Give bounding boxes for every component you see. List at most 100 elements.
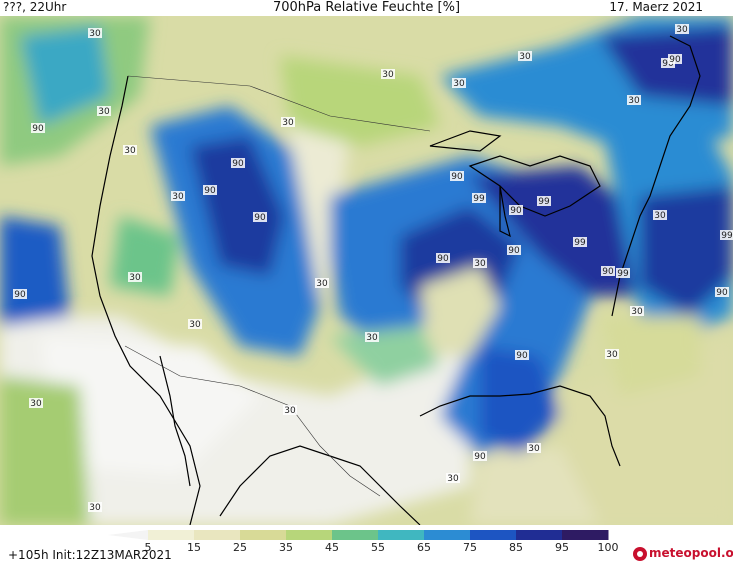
contour-label-background (605, 349, 619, 359)
contour-value-label: 30 (628, 96, 640, 106)
contour-label-background (281, 117, 295, 127)
colorbar-tick-label: 55 (371, 541, 385, 554)
colorbar-swatch (332, 530, 379, 540)
brand-name: meteopool.org (649, 546, 733, 560)
contour-value-label: 99 (721, 231, 733, 241)
contour-value-label: 30 (124, 146, 136, 156)
contour-label-background (472, 193, 486, 203)
colorbar-tick-label: 45 (325, 541, 339, 554)
colorbar-tick-label: 75 (463, 541, 477, 554)
contour-value-label: 30 (528, 444, 540, 454)
humidity-map-canvas: 3090303030909090309030303030303030909990… (0, 16, 733, 525)
contour-value-label: 90 (451, 172, 463, 182)
contour-value-label: 90 (602, 267, 614, 277)
contour-label-background (253, 212, 267, 222)
header-bar: ???, 22Uhr 700hPa Relative Feuchte [%] 1… (0, 0, 733, 16)
contour-label-background (88, 502, 102, 512)
contour-label-background (720, 230, 733, 240)
colorbar-low-arrow (108, 530, 148, 540)
contour-label-background (515, 350, 529, 360)
contour-value-label: 30 (447, 474, 459, 484)
colorbar-tick-label: 15 (187, 541, 201, 554)
contour-value-label: 90 (716, 288, 728, 298)
colorbar-tick-label: 95 (555, 541, 569, 554)
contour-label-background (97, 106, 111, 116)
contour-label-background (365, 332, 379, 342)
humidity-field (0, 16, 733, 525)
contour-label-background (473, 258, 487, 268)
contour-value-label: 30 (316, 279, 328, 289)
contour-value-label: 30 (631, 307, 643, 317)
contour-value-label: 30 (129, 273, 141, 283)
colorbar-tick-label: 65 (417, 541, 431, 554)
footer-bar: 5 15 25 35 45 55 65 75 85 95 100 +105h Init:12Z13M… (0, 525, 733, 566)
contour-label-background (715, 287, 729, 297)
contour-label-background (188, 319, 202, 329)
colorbar (108, 530, 609, 540)
colorbar-swatch (424, 530, 471, 540)
contour-label-background (446, 473, 460, 483)
colorbar-swatch (562, 530, 609, 540)
map-title: 700hPa Relative Feuchte [%] (272, 0, 461, 15)
colorbar-tick-label: 5 (144, 541, 152, 554)
colorbar-swatch (194, 530, 241, 540)
colorbar-swatch (378, 530, 425, 540)
contour-value-label: 30 (89, 503, 101, 513)
contour-value-label: 90 (254, 213, 266, 223)
init-time-label: +105h Init:12Z13MAR2021 (8, 548, 172, 562)
colorbar-swatch (148, 530, 195, 540)
contour-value-label: 30 (474, 259, 486, 269)
contour-value-label: 90 (508, 246, 520, 256)
contour-label-background (450, 171, 464, 181)
contour-label-background (601, 266, 615, 276)
contour-value-label: 90 (474, 452, 486, 462)
contour-label-background (473, 451, 487, 461)
contour-label-background (630, 306, 644, 316)
colorbar-tick-label: 100 (597, 541, 619, 554)
contour-label-background (13, 289, 27, 299)
contour-label-background (653, 210, 667, 220)
contour-label-background (283, 405, 297, 415)
contour-value-label: 90 (669, 55, 681, 65)
contour-value-label: 30 (89, 29, 101, 39)
contour-value-label: 99 (538, 197, 550, 207)
contour-value-label: 90 (14, 290, 26, 300)
contour-label-background (509, 205, 523, 215)
contour-label-background (675, 24, 689, 34)
contour-value-label: 30 (606, 350, 618, 360)
contour-label-background (123, 145, 137, 155)
meteopool-logo-icon (633, 547, 647, 561)
contour-label-background (507, 245, 521, 255)
contour-label-background (616, 268, 630, 278)
contour-value-label: 30 (519, 52, 531, 62)
contour-label-background (668, 54, 682, 64)
contour-label-background (31, 123, 45, 133)
colorbar-tick-label: 35 (279, 541, 293, 554)
contour-value-label: 30 (30, 399, 42, 409)
humidity-map: 30 90 30 30 30 90 90 90 30 90 30 30 30 30 30 30 30 90 99 90… (0, 16, 733, 525)
contour-value-label: 99 (574, 238, 586, 248)
contour-label-background (315, 278, 329, 288)
contour-value-label: 90 (204, 186, 216, 196)
contour-value-label: 30 (98, 107, 110, 117)
contour-value-label: 99 (617, 269, 629, 279)
contour-value-label: 90 (232, 159, 244, 169)
contour-value-label: 90 (510, 206, 522, 216)
contour-label-background (171, 191, 185, 201)
colorbar-swatch (286, 530, 333, 540)
contour-value-label: 30 (382, 70, 394, 80)
contour-value-label: 30 (453, 79, 465, 89)
contour-value-label: 90 (32, 124, 44, 134)
colorbar-swatch (470, 530, 517, 540)
contour-label-background (518, 51, 532, 61)
contour-label-background (573, 237, 587, 247)
contour-labels: 3090303030909090309030303030303030909990… (13, 24, 733, 513)
contour-value-label: 30 (282, 118, 294, 128)
valid-time-label: ???, 22Uhr (3, 0, 67, 14)
contour-value-label: 30 (676, 25, 688, 35)
contour-value-label: 99 (473, 194, 485, 204)
valid-date-label: 17. Maerz 2021 (609, 0, 703, 14)
contour-label-background (436, 253, 450, 263)
contour-label-background (29, 398, 43, 408)
contour-label-background (527, 443, 541, 453)
